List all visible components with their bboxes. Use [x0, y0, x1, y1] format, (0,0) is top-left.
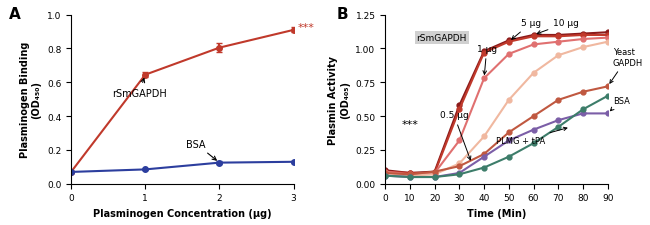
X-axis label: Time (Min): Time (Min) [467, 208, 526, 218]
Text: 1 μg: 1 μg [476, 45, 497, 75]
X-axis label: Plasminogen Concentration (μg): Plasminogen Concentration (μg) [93, 208, 272, 218]
Text: B: B [336, 7, 348, 22]
Text: BSA: BSA [610, 96, 630, 111]
Y-axis label: Plasminogen Binding
(OD₄₅₀): Plasminogen Binding (OD₄₅₀) [20, 42, 42, 158]
Text: A: A [8, 7, 21, 22]
Text: rSmGAPDH: rSmGAPDH [112, 79, 166, 98]
Y-axis label: Plasmin Activity
(OD₄₀₅): Plasmin Activity (OD₄₀₅) [328, 56, 350, 144]
Text: ***: *** [297, 23, 314, 33]
Text: rSmGAPDH: rSmGAPDH [417, 34, 467, 43]
Text: 0.5 μg: 0.5 μg [439, 111, 471, 160]
Text: 10 μg: 10 μg [537, 19, 579, 35]
Text: PLMG + tPA: PLMG + tPA [497, 128, 567, 146]
Text: ***: *** [402, 119, 419, 129]
Text: Yeast
GAPDH: Yeast GAPDH [610, 48, 643, 84]
Text: BSA: BSA [186, 139, 216, 160]
Text: 5 μg: 5 μg [512, 19, 541, 40]
